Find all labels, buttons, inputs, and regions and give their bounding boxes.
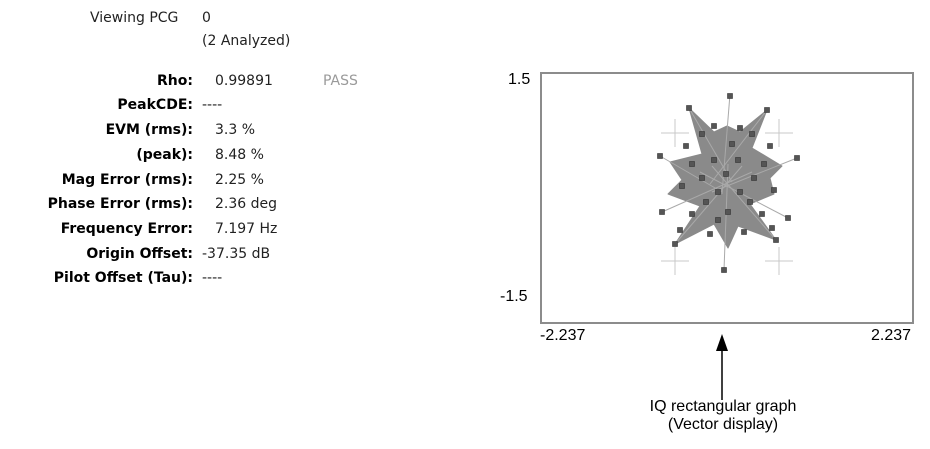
constellation-point xyxy=(672,241,678,247)
trace-line xyxy=(674,165,743,245)
trace-line xyxy=(699,171,789,219)
y-axis-min: -1.5 xyxy=(500,288,528,305)
trace-line xyxy=(709,109,768,185)
constellation-point xyxy=(659,209,665,215)
constellation-point xyxy=(721,267,727,273)
constellation-point xyxy=(689,211,695,217)
constellation-point xyxy=(679,183,685,189)
viewing-pcg-value: 0 xyxy=(202,10,211,26)
constellation-point xyxy=(686,105,692,111)
constellation-point xyxy=(741,229,747,235)
mag-error-value: 2.25 % xyxy=(215,172,264,188)
rho-pass-status: PASS xyxy=(323,73,358,89)
evm-rms-label: EVM (rms): xyxy=(105,122,193,138)
constellation-point xyxy=(715,189,721,195)
constellation-point xyxy=(759,211,765,217)
constellation-point xyxy=(699,175,705,181)
callout-line1: IQ rectangular graph xyxy=(649,398,797,415)
constellation-point xyxy=(737,189,743,195)
constellation-point xyxy=(723,171,729,177)
trace-line xyxy=(723,163,729,271)
trace-line xyxy=(688,107,733,183)
constellation-point xyxy=(729,141,735,147)
trace-line xyxy=(721,93,731,195)
constellation-point xyxy=(715,217,721,223)
constellation-point xyxy=(764,107,770,113)
iq-vector-display xyxy=(657,93,800,275)
phase-error-label: Phase Error (rms): xyxy=(47,196,193,212)
callout-line2: (Vector display) xyxy=(667,416,779,433)
pilot-offset-label: Pilot Offset (Tau): xyxy=(53,270,193,286)
constellation-point xyxy=(725,209,731,215)
y-axis-max: 1.5 xyxy=(508,71,531,88)
constellation-point xyxy=(769,225,775,231)
constellation-point xyxy=(785,215,791,221)
constellation-point xyxy=(677,227,683,233)
origin-offset-value: -37.35 dB xyxy=(202,246,271,262)
constellation-point xyxy=(711,123,717,129)
frequency-error-value: 7.197 Hz xyxy=(215,221,278,237)
rho-value: 0.99891 xyxy=(215,73,273,89)
analyzed-count: (2 Analyzed) xyxy=(202,33,291,49)
trace-line xyxy=(711,157,798,193)
pilot-offset-value: ---- xyxy=(202,270,223,286)
phase-error-value: 2.36 deg xyxy=(215,196,278,212)
constellation-point xyxy=(771,187,777,193)
constellation-point xyxy=(749,131,755,137)
origin-offset-label: Origin Offset: xyxy=(86,246,193,262)
constellation-point xyxy=(683,143,689,149)
viewing-pcg-label: Viewing PCG xyxy=(90,10,179,26)
constellation-point xyxy=(735,157,741,163)
trace-line xyxy=(659,155,723,193)
constellation-point xyxy=(737,125,743,131)
evm-peak-value: 8.48 % xyxy=(215,147,264,163)
constellation-point xyxy=(761,161,767,167)
rho-label: Rho: xyxy=(157,73,193,89)
constellation-point xyxy=(751,175,757,181)
trace-line xyxy=(711,165,777,241)
constellation-point xyxy=(707,231,713,237)
constellation-point xyxy=(794,155,800,161)
constellation-point xyxy=(689,161,695,167)
peakcde-value: ---- xyxy=(202,97,223,113)
x-axis-max: 2.237 xyxy=(871,327,912,344)
evm-rms-value: 3.3 % xyxy=(215,122,256,138)
constellation-point xyxy=(657,153,663,159)
constellation-point xyxy=(773,237,779,243)
peakcde-label: PeakCDE: xyxy=(117,97,193,113)
iq-rectangular-graph[interactable] xyxy=(540,72,914,324)
constellation-point xyxy=(699,131,705,137)
evm-peak-label: (peak): xyxy=(136,147,193,163)
trace-line xyxy=(661,171,753,213)
constellation-point xyxy=(747,199,753,205)
constellation-point xyxy=(767,143,773,149)
frequency-error-label: Frequency Error: xyxy=(60,221,193,237)
constellation-point xyxy=(727,93,733,99)
mag-error-label: Mag Error (rms): xyxy=(61,172,193,188)
constellation-point xyxy=(711,157,717,163)
callout-arrow-icon xyxy=(716,334,728,400)
constellation-point xyxy=(703,199,709,205)
x-axis-min: -2.237 xyxy=(540,327,586,344)
